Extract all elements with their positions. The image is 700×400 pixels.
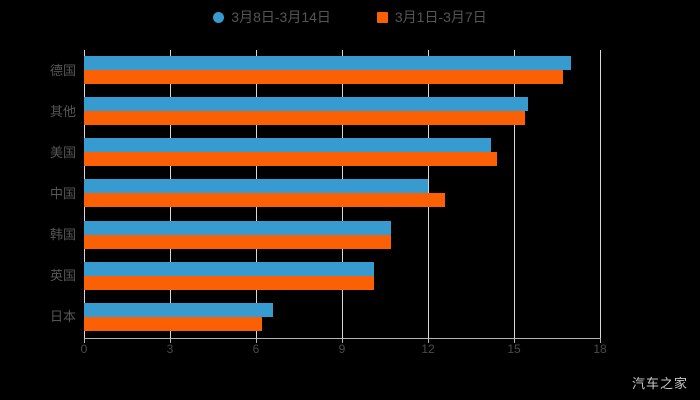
x-tick-label-9: 9 <box>338 342 346 356</box>
legend-marker-circle-icon <box>213 11 225 23</box>
x-tick-15 <box>514 338 515 343</box>
bar-德国-series-1[interactable] <box>84 70 563 84</box>
y-axis-label-韩国: 韩国 <box>49 227 76 243</box>
x-tick-3 <box>170 338 171 343</box>
chart-legend: 3月8日-3月14日 3月1日-3月7日 <box>0 6 700 28</box>
legend-marker-square-icon <box>376 11 388 23</box>
y-axis-label-日本: 日本 <box>49 309 76 325</box>
y-axis-label-美国: 美国 <box>49 144 76 160</box>
x-tick-18 <box>600 338 601 343</box>
legend-item-series-1[interactable]: 3月1日-3月7日 <box>376 9 487 25</box>
bar-中国-series-1[interactable] <box>84 193 446 208</box>
bar-group <box>84 132 600 173</box>
bar-德国-series-0[interactable] <box>84 56 572 70</box>
bar-美国-series-1[interactable] <box>84 152 497 167</box>
bar-中国-series-0[interactable] <box>84 179 428 194</box>
legend-label-series-0: 3月8日-3月14日 <box>231 9 331 25</box>
bar-韩国-series-1[interactable] <box>84 234 391 249</box>
bar-group <box>84 173 600 214</box>
x-tick-0 <box>84 338 85 343</box>
bar-英国-series-1[interactable] <box>84 275 374 290</box>
y-axis-label-英国: 英国 <box>49 268 76 284</box>
bar-其他-series-0[interactable] <box>84 97 529 112</box>
gridline-x-18 <box>600 50 601 338</box>
bar-group <box>84 215 600 256</box>
x-tick-label-6: 6 <box>252 342 260 356</box>
y-axis-label-其他: 其他 <box>49 103 76 119</box>
x-tick-label-12: 12 <box>421 342 435 356</box>
legend-item-series-0[interactable]: 3月8日-3月14日 <box>213 10 331 24</box>
y-axis-label-德国: 德国 <box>49 62 76 78</box>
plot-area <box>84 50 601 338</box>
bar-group <box>84 297 600 338</box>
bar-其他-series-1[interactable] <box>84 111 526 126</box>
x-tick-label-0: 0 <box>80 342 88 356</box>
bar-英国-series-0[interactable] <box>84 261 374 276</box>
legend-label-series-1: 3月1日-3月7日 <box>394 9 487 25</box>
x-tick-label-15: 15 <box>507 342 521 356</box>
x-tick-label-18: 18 <box>593 342 607 356</box>
x-tick-12 <box>428 338 429 343</box>
x-tick-label-3: 3 <box>166 342 174 356</box>
bar-group <box>84 256 600 297</box>
x-tick-9 <box>342 338 343 343</box>
bar-韩国-series-0[interactable] <box>84 220 391 235</box>
gridline-x-15 <box>514 50 515 338</box>
y-axis-label-中国: 中国 <box>49 186 76 201</box>
bar-日本-series-1[interactable] <box>84 316 262 331</box>
bar-日本-series-0[interactable] <box>84 302 274 317</box>
watermark: 汽车之家 <box>631 376 688 391</box>
bar-美国-series-0[interactable] <box>84 138 492 153</box>
x-tick-6 <box>256 338 257 343</box>
bar-group <box>84 91 600 132</box>
bar-group <box>84 50 600 91</box>
